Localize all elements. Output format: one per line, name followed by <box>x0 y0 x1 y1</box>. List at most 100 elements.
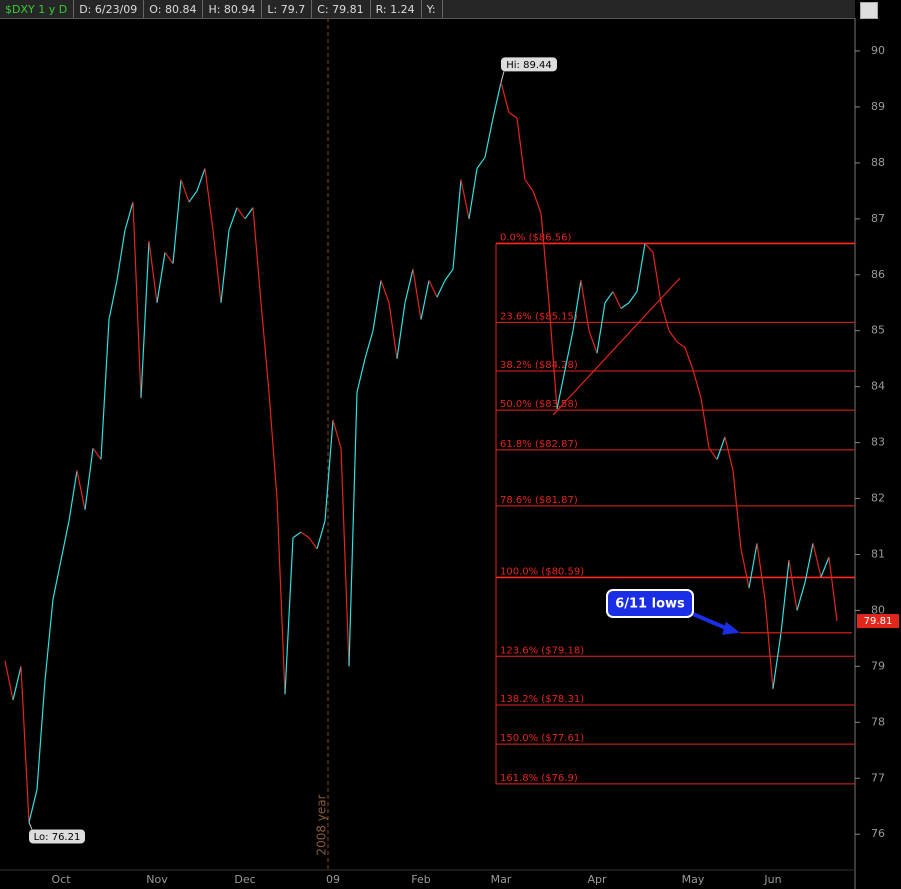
fib-label: 38.2% ($84.28) <box>500 360 578 371</box>
price-segment <box>780 560 790 633</box>
price-segment <box>180 179 190 203</box>
price-segment <box>156 252 166 303</box>
fib-label: 0.0% ($86.56) <box>500 232 571 243</box>
price-segment <box>732 470 742 549</box>
price-segment <box>748 543 758 589</box>
price-segment <box>828 557 838 622</box>
x-tick-label: Nov <box>146 873 168 886</box>
price-segment <box>196 168 206 192</box>
header-field: R: 1.24 <box>371 0 422 18</box>
y-tick-label: 87 <box>871 212 885 225</box>
price-segment <box>500 82 510 113</box>
annotation-box <box>606 589 694 618</box>
price-segment <box>348 392 358 667</box>
price-segment <box>556 369 566 410</box>
price-segment <box>396 302 406 359</box>
fib-label: 161.8% ($76.9) <box>500 773 578 784</box>
x-tick-label: Mar <box>491 873 512 886</box>
header-field: Y: <box>422 0 443 18</box>
price-segment <box>92 447 102 460</box>
price-segment <box>292 531 302 539</box>
window-button[interactable] <box>860 2 878 19</box>
price-segment <box>444 268 454 281</box>
price-segment <box>684 347 694 371</box>
price-segment <box>100 319 110 460</box>
price-segment <box>596 302 606 354</box>
price-segment <box>660 302 670 331</box>
price-segment <box>132 202 142 398</box>
price-segment <box>308 537 318 550</box>
x-tick-label: 09 <box>326 873 340 886</box>
price-segment <box>764 599 774 689</box>
price-segment <box>164 252 174 264</box>
price-segment <box>524 179 534 192</box>
price-segment <box>268 392 278 499</box>
price-segment <box>564 330 574 370</box>
price-segment <box>388 302 398 359</box>
price-segment <box>252 207 262 303</box>
price-segment <box>372 280 382 331</box>
x-tick-label: Apr <box>587 873 607 886</box>
price-segment <box>820 557 830 578</box>
price-segment <box>124 201 134 231</box>
price-segment <box>516 118 526 180</box>
price-segment <box>604 291 614 304</box>
price-segment <box>220 229 230 303</box>
x-tick-label: May <box>682 873 705 886</box>
price-segment <box>380 280 390 303</box>
last-price-box <box>857 614 899 629</box>
y-tick-label: 86 <box>871 268 885 281</box>
x-tick-label: Jun <box>763 873 781 886</box>
y-tick-label: 78 <box>871 715 885 728</box>
price-segment <box>628 291 638 304</box>
fib-label: 100.0% ($80.59) <box>500 566 584 577</box>
price-segment <box>804 543 814 583</box>
price-segment <box>172 179 182 264</box>
year-label: 2008 year <box>315 794 329 855</box>
header-field: $DXY 1 y D <box>0 0 75 18</box>
price-segment <box>740 548 750 589</box>
y-tick-label: 82 <box>871 492 885 505</box>
price-segment <box>36 680 46 790</box>
header-bar: $DXY 1 y D D: 6/23/09 O: 80.84 H: 80.94 L: 7… <box>0 0 855 19</box>
price-segment <box>332 420 342 449</box>
price-segment <box>676 341 686 348</box>
header-field: H: 80.94 <box>203 0 263 18</box>
price-segment <box>476 156 486 169</box>
price-segment <box>652 252 662 303</box>
price-segment <box>420 280 430 320</box>
price-segment <box>284 537 294 695</box>
price-segment <box>436 280 446 298</box>
y-tick-label: 88 <box>871 156 885 169</box>
price-segment <box>796 582 806 611</box>
price-segment <box>260 302 270 393</box>
price-segment <box>76 470 86 510</box>
extreme-label: Lo: 76.21 <box>34 832 81 843</box>
price-segment <box>572 280 582 331</box>
last-price-label: 79.81 <box>864 616 893 627</box>
y-tick-label: 85 <box>871 324 885 337</box>
price-segment <box>364 330 374 359</box>
arrow-head <box>722 621 740 635</box>
fib-label: 23.6% ($85.15) <box>500 311 578 322</box>
fib-label: 61.8% ($82.87) <box>500 439 578 450</box>
price-segment <box>588 330 598 354</box>
price-segment <box>644 243 654 253</box>
price-segment <box>236 207 246 220</box>
price-segment <box>788 559 798 611</box>
price-segment <box>724 436 734 471</box>
price-segment <box>204 168 214 231</box>
price-segment <box>548 302 558 410</box>
price-segment <box>580 280 590 331</box>
price-segment <box>812 543 822 578</box>
annotation-text: 6/11 lows <box>615 597 685 612</box>
price-segment <box>468 168 478 219</box>
price-segment <box>772 632 782 689</box>
fib-label: 50.0% ($83.58) <box>500 399 578 410</box>
y-tick-label: 90 <box>871 44 885 57</box>
y-tick-label: 89 <box>871 100 885 113</box>
label-box <box>501 57 557 72</box>
price-segment <box>52 559 62 600</box>
price-segment <box>4 660 14 701</box>
price-segment <box>708 447 718 460</box>
